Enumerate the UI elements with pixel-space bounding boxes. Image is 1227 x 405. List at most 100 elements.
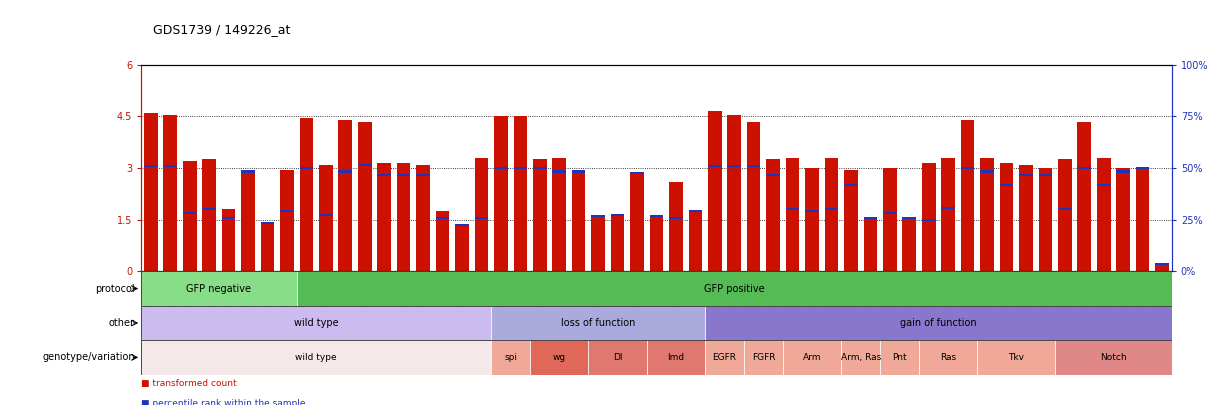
Bar bbox=[260, 223, 275, 271]
Bar bbox=[572, 171, 585, 173]
Bar bbox=[260, 222, 275, 224]
Bar bbox=[883, 212, 897, 214]
Bar bbox=[299, 167, 313, 169]
Bar bbox=[591, 216, 605, 271]
Text: loss of function: loss of function bbox=[561, 318, 636, 328]
Bar bbox=[222, 217, 236, 219]
Bar bbox=[941, 207, 955, 209]
Bar bbox=[396, 163, 411, 271]
Bar bbox=[825, 158, 838, 271]
Bar bbox=[475, 217, 488, 219]
Bar bbox=[767, 174, 780, 176]
Bar bbox=[647, 340, 706, 375]
Bar bbox=[902, 217, 917, 219]
Bar bbox=[1000, 163, 1014, 271]
Bar bbox=[728, 115, 741, 271]
Bar bbox=[183, 161, 196, 271]
Bar bbox=[339, 171, 352, 173]
Bar bbox=[1055, 340, 1172, 375]
Bar bbox=[747, 122, 761, 271]
Bar bbox=[589, 340, 647, 375]
Bar bbox=[902, 218, 917, 271]
Bar bbox=[436, 211, 449, 271]
Bar bbox=[491, 306, 706, 340]
Bar bbox=[1077, 167, 1091, 169]
Bar bbox=[141, 340, 491, 375]
Bar bbox=[1020, 164, 1033, 271]
Bar bbox=[163, 165, 177, 167]
Bar bbox=[222, 209, 236, 271]
Bar bbox=[1136, 168, 1150, 271]
Bar bbox=[864, 217, 877, 219]
Bar bbox=[455, 224, 469, 226]
Bar bbox=[530, 340, 589, 375]
Bar bbox=[242, 171, 255, 173]
Bar bbox=[825, 208, 838, 211]
Bar bbox=[280, 170, 293, 271]
Bar bbox=[1156, 264, 1169, 271]
Bar bbox=[514, 167, 528, 169]
Bar bbox=[747, 165, 761, 167]
Bar bbox=[864, 218, 877, 271]
Bar bbox=[1038, 168, 1053, 271]
Bar bbox=[649, 215, 664, 217]
Text: Pnt: Pnt bbox=[892, 353, 907, 362]
Bar bbox=[744, 340, 783, 375]
Bar bbox=[552, 171, 566, 173]
Bar bbox=[708, 165, 721, 167]
Bar bbox=[299, 118, 313, 271]
Bar bbox=[669, 182, 682, 271]
Bar bbox=[358, 122, 372, 271]
Bar bbox=[611, 213, 625, 215]
Bar bbox=[921, 163, 935, 271]
Bar bbox=[631, 173, 644, 271]
Text: GDS1739 / 149226_at: GDS1739 / 149226_at bbox=[153, 23, 291, 36]
Bar bbox=[202, 208, 216, 211]
Bar bbox=[475, 158, 488, 271]
Bar bbox=[783, 340, 842, 375]
Text: GFP positive: GFP positive bbox=[704, 284, 764, 294]
Bar bbox=[1136, 167, 1150, 169]
Bar bbox=[416, 164, 429, 271]
Text: ■ percentile rank within the sample: ■ percentile rank within the sample bbox=[141, 399, 306, 405]
Text: Arm: Arm bbox=[802, 353, 821, 362]
Bar bbox=[319, 164, 333, 271]
Text: Notch: Notch bbox=[1101, 353, 1126, 362]
Bar bbox=[842, 340, 880, 375]
Text: Dl: Dl bbox=[612, 353, 622, 362]
Bar bbox=[358, 164, 372, 166]
Text: gain of function: gain of function bbox=[901, 318, 977, 328]
Text: EGFR: EGFR bbox=[713, 353, 736, 362]
Bar bbox=[844, 170, 858, 271]
Bar bbox=[785, 158, 799, 271]
Bar bbox=[396, 174, 411, 176]
Bar bbox=[1156, 263, 1169, 266]
Bar bbox=[805, 210, 818, 212]
Text: lmd: lmd bbox=[667, 353, 685, 362]
Bar bbox=[1058, 160, 1071, 271]
Bar bbox=[494, 117, 508, 271]
Bar bbox=[1058, 208, 1071, 211]
Bar bbox=[941, 158, 955, 271]
Bar bbox=[141, 271, 297, 306]
Bar bbox=[319, 213, 333, 215]
Bar bbox=[141, 306, 491, 340]
Bar bbox=[242, 172, 255, 271]
Text: Tkv: Tkv bbox=[1009, 353, 1025, 362]
Bar bbox=[572, 172, 585, 271]
Bar bbox=[805, 168, 818, 271]
Bar bbox=[163, 115, 177, 271]
Bar bbox=[708, 111, 721, 271]
Bar bbox=[631, 172, 644, 174]
Text: FGFR: FGFR bbox=[752, 353, 775, 362]
Bar bbox=[921, 219, 935, 221]
Bar bbox=[436, 217, 449, 219]
Bar bbox=[1097, 184, 1110, 186]
Bar bbox=[455, 225, 469, 271]
Bar bbox=[1117, 168, 1130, 271]
Bar bbox=[591, 215, 605, 217]
Bar bbox=[883, 168, 897, 271]
Bar bbox=[961, 120, 974, 271]
Bar bbox=[533, 167, 546, 169]
Text: wg: wg bbox=[552, 353, 566, 362]
